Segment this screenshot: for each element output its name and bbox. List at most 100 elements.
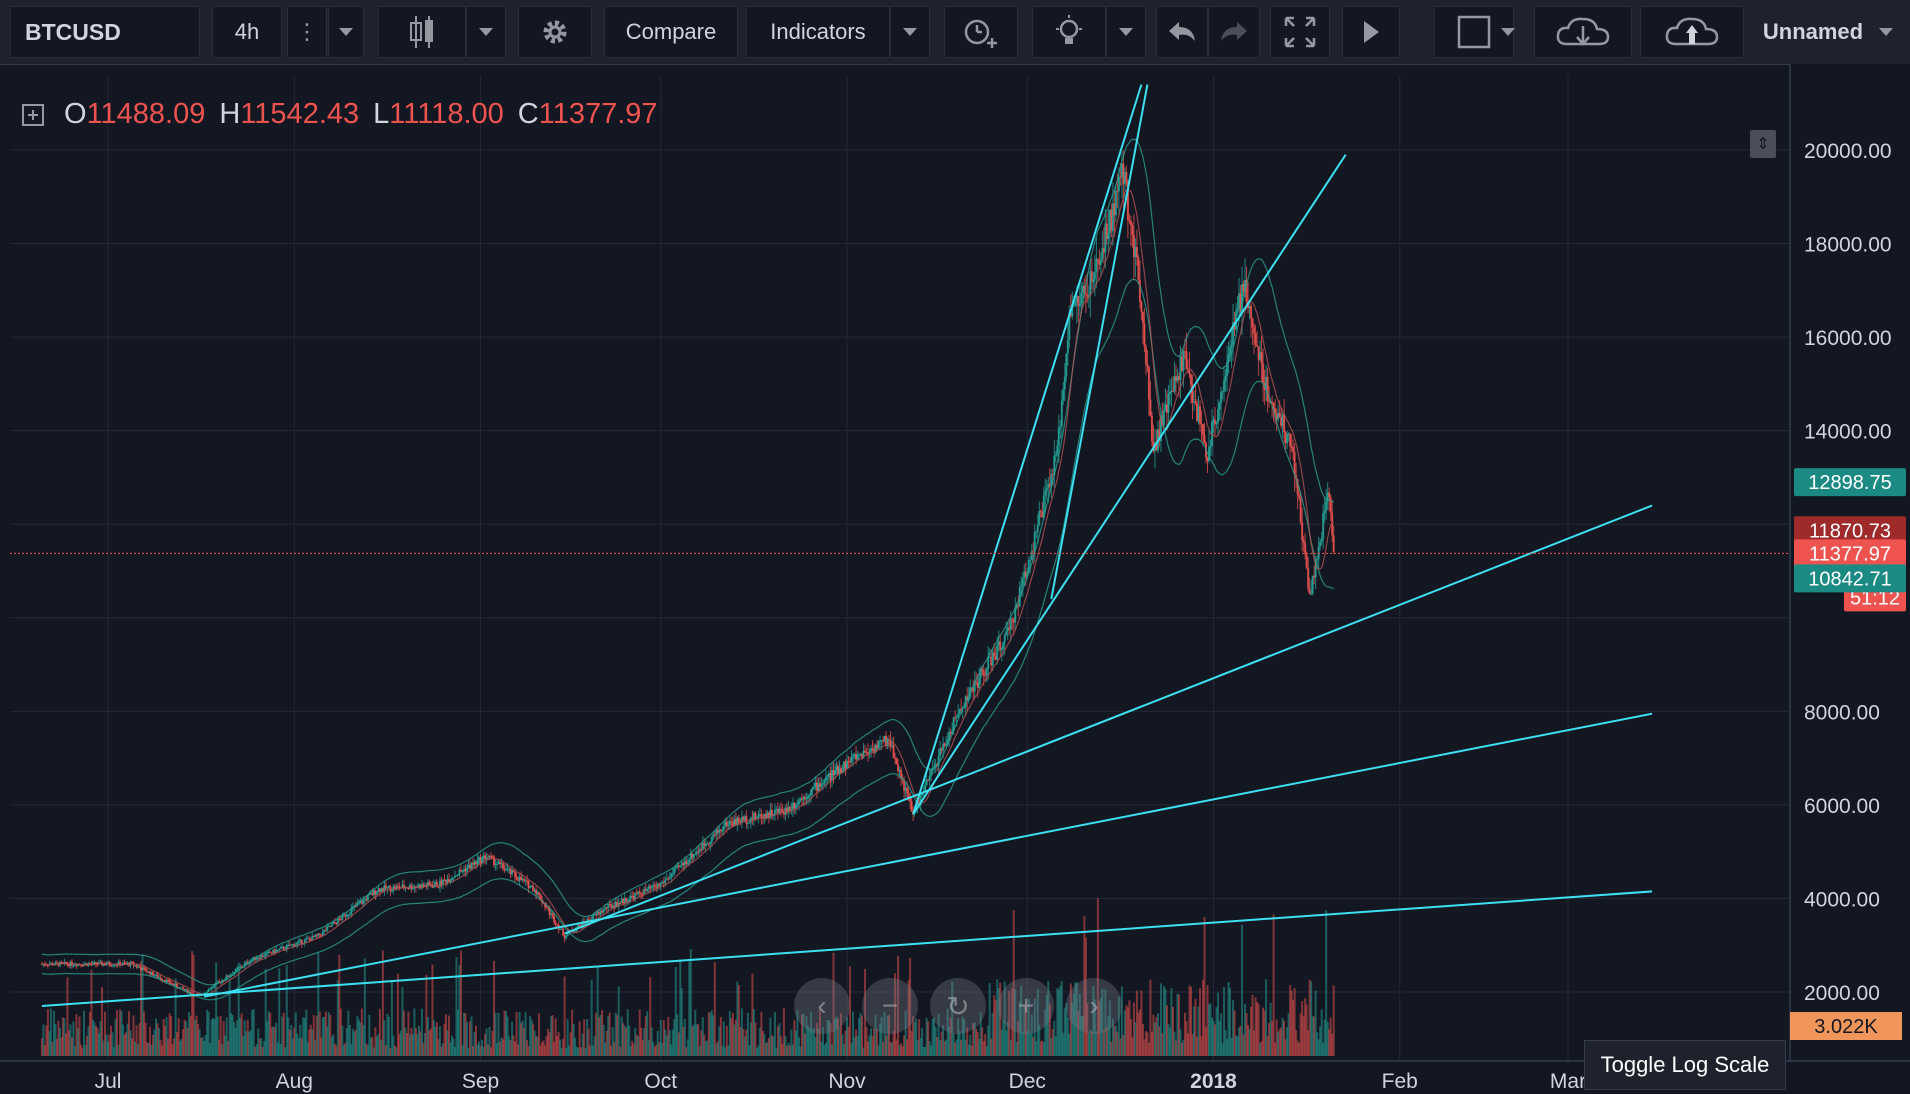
candle-body (650, 886, 653, 889)
volume-bar (94, 1025, 97, 1056)
settings-button[interactable] (518, 6, 592, 58)
redo-button[interactable] (1208, 6, 1260, 58)
candle-body (906, 787, 909, 794)
save-chart-button[interactable] (1640, 6, 1744, 58)
candle-body (1126, 181, 1129, 221)
chart-style-button[interactable] (378, 6, 466, 58)
price-chart[interactable]: 20000.0018000.0016000.0014000.008000.006… (0, 64, 1910, 1094)
volume-bar (1051, 1029, 1054, 1056)
candle-body (84, 963, 87, 965)
candle-body (676, 865, 679, 868)
replay-button[interactable] (1342, 6, 1400, 58)
volume-bar (270, 1027, 273, 1056)
volume-bar (478, 1041, 481, 1056)
volume-bar (709, 1012, 712, 1056)
candle-body (1283, 414, 1286, 433)
fullscreen-button[interactable] (1270, 6, 1330, 58)
candle-body (1322, 513, 1325, 539)
volume-bar (1266, 1036, 1269, 1056)
indicators-button[interactable]: Indicators (746, 6, 890, 58)
candle-body (141, 967, 144, 971)
volume-bar (416, 1034, 419, 1056)
symbol-search[interactable]: BTCUSD (10, 6, 200, 58)
more-intervals-icon[interactable]: ⋮ (287, 6, 327, 58)
volume-bar (420, 1008, 423, 1056)
volume-bar (201, 1036, 204, 1056)
scroll-left-button[interactable]: ‹ (794, 978, 850, 1034)
candle-body (976, 682, 979, 688)
candle-body (1032, 551, 1035, 553)
trend-lines[interactable] (41, 84, 1653, 1008)
volume-bar (895, 1039, 898, 1056)
volume-bar (749, 1022, 752, 1056)
volume-bar (743, 1036, 746, 1056)
interval-dropdown-button[interactable] (328, 6, 364, 58)
layout-name[interactable]: Unnamed (1748, 6, 1878, 58)
candle-body (369, 893, 372, 895)
candle-body (1119, 176, 1122, 178)
ideas-dropdown-button[interactable] (1106, 6, 1146, 58)
expand-legend-icon[interactable] (22, 103, 44, 126)
volume-bar (601, 1010, 604, 1056)
volume-bar (785, 1046, 788, 1056)
compare-button[interactable]: Compare (604, 6, 738, 58)
volume-bar (611, 1027, 614, 1056)
time-axis[interactable]: Jul Aug Sep Oct Nov Dec 2018 Feb Mar (0, 1060, 1910, 1093)
candle-body (997, 641, 1000, 645)
interval-button[interactable]: 4h (212, 6, 282, 58)
candle-body (1048, 484, 1051, 487)
candle-body (1023, 571, 1026, 579)
volume-bar (233, 1022, 236, 1056)
volume-bar (912, 1016, 915, 1056)
zoom-out-button[interactable]: − (862, 978, 918, 1034)
volume-bar (614, 1012, 617, 1056)
volume-bar (333, 1043, 336, 1056)
volume-bar (70, 1037, 73, 1056)
candle-body (752, 812, 755, 819)
volume-bar (258, 1038, 261, 1056)
volume-bar (725, 1025, 728, 1056)
volume-bar (882, 1041, 885, 1056)
volume-bar (767, 1037, 770, 1056)
volume-bar (1023, 1005, 1026, 1056)
volume-bar (712, 1015, 715, 1056)
trendline-5[interactable] (912, 84, 1143, 815)
toggle-log-scale-tooltip[interactable]: Toggle Log Scale (1584, 1040, 1786, 1090)
candle-body (377, 888, 380, 893)
volume-bar (1108, 1000, 1111, 1056)
trendline-2[interactable] (203, 712, 1653, 998)
alert-button[interactable] (944, 6, 1018, 58)
reset-chart-button[interactable]: ↻ (930, 978, 986, 1034)
chart-style-dropdown-button[interactable] (466, 6, 506, 58)
trendline-1[interactable] (41, 890, 1653, 1008)
undo-button[interactable] (1156, 6, 1208, 58)
load-chart-button[interactable] (1534, 6, 1632, 58)
candle-body (393, 886, 396, 890)
candle-body (802, 796, 805, 800)
volume-bar (1045, 994, 1048, 1056)
volume-bar (1326, 1021, 1329, 1056)
volume-bar (668, 1030, 671, 1056)
zoom-in-button[interactable]: + (998, 978, 1054, 1034)
candle-body (535, 889, 538, 895)
candle-body (243, 963, 246, 967)
candle-body (1331, 512, 1334, 536)
volume-bar (1120, 986, 1123, 1056)
trendline-4[interactable] (912, 154, 1347, 815)
layout-name-dropdown-button[interactable] (1868, 6, 1904, 58)
candle-body (728, 821, 731, 825)
indicators-dropdown-button[interactable] (890, 6, 930, 58)
candle-body (1211, 421, 1214, 447)
scroll-right-button[interactable]: › (1066, 978, 1122, 1034)
volume-bar (164, 1026, 167, 1056)
layout-dropdown-button[interactable] (1490, 6, 1526, 58)
candle-body (183, 988, 186, 990)
scale-collapse-icon[interactable]: ⇕ (1750, 130, 1776, 158)
volume-bar (321, 1017, 324, 1056)
ideas-button[interactable] (1032, 6, 1106, 58)
candle-body (1101, 248, 1104, 259)
volume-bar (55, 1039, 58, 1056)
trendline-3[interactable] (564, 504, 1653, 935)
candle-body (1280, 417, 1283, 426)
trendline-6[interactable] (1050, 84, 1149, 600)
